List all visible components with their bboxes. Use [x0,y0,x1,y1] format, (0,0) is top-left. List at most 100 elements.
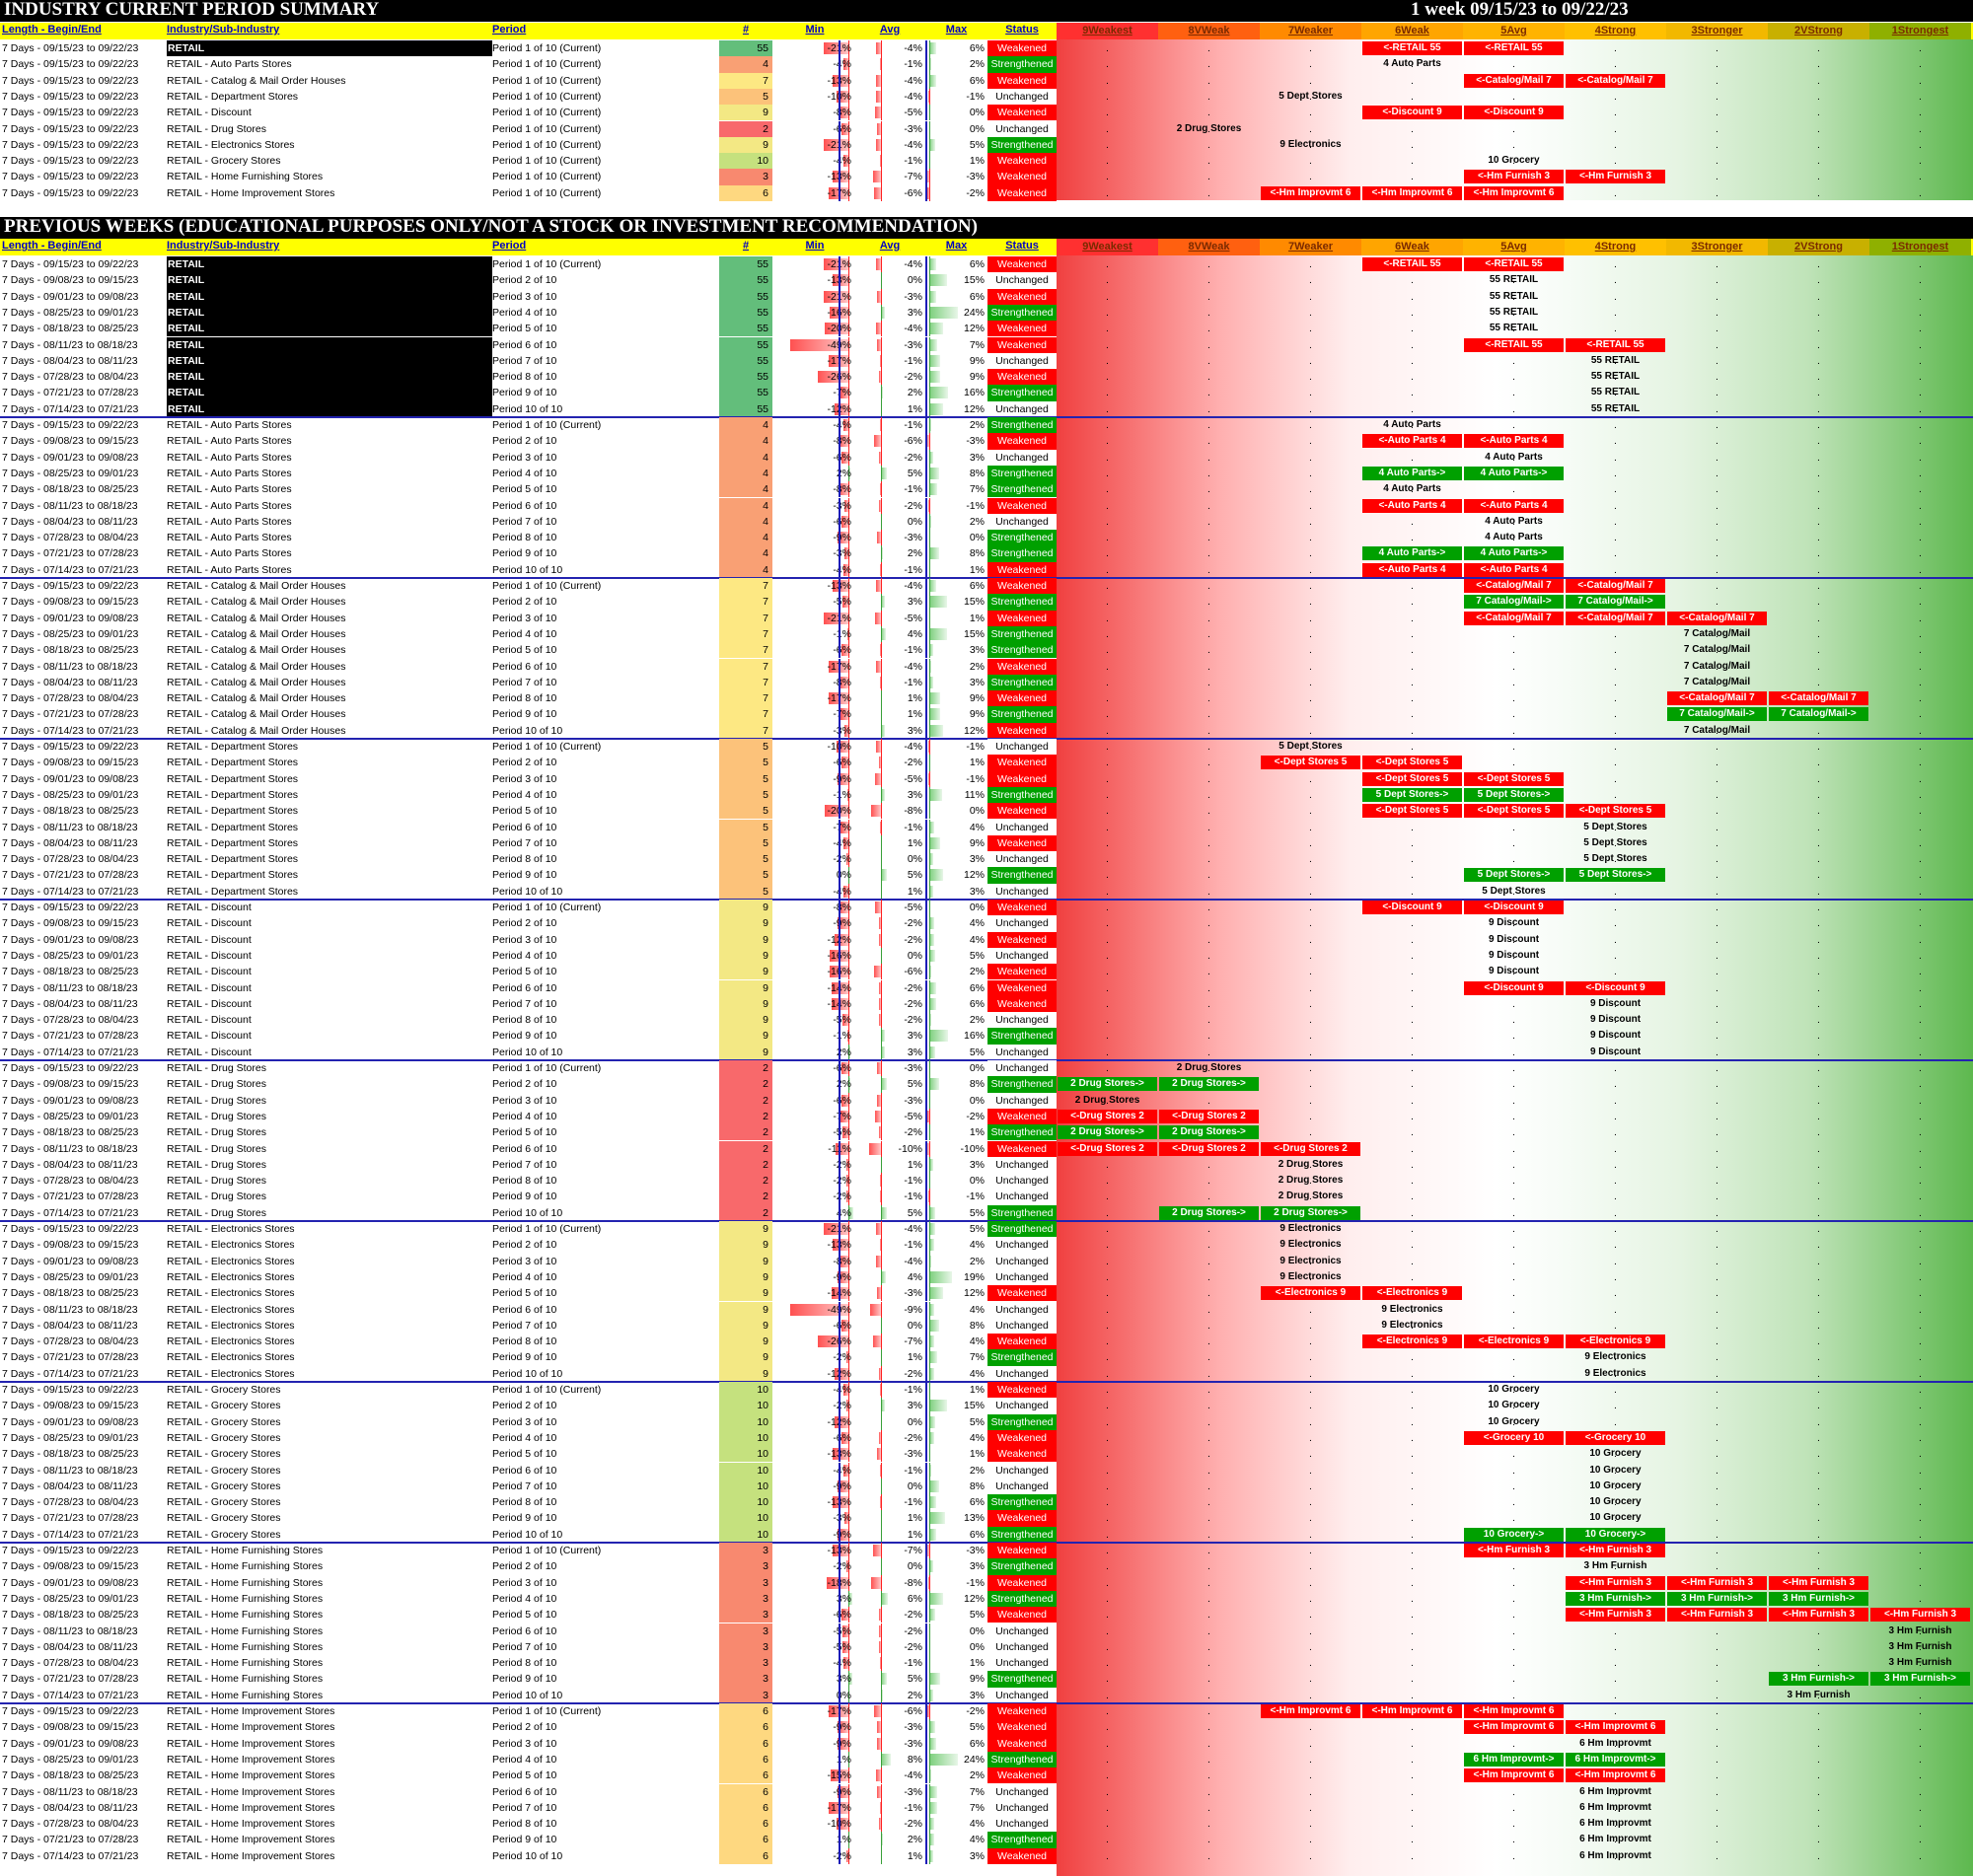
table-row: 7 Days - 08/25/23 to 09/01/23 RETAIL - El… [0,1268,1973,1286]
min-axis [848,56,849,73]
scale-dot: . [1919,1335,1922,1348]
avg-bar-cell [854,1640,925,1653]
row-length: 7 Days - 09/15/23 to 09/22/23 [2,741,139,753]
column-divider [839,120,840,137]
scale-label: <-Hm Improvmt 6 [1464,1720,1564,1735]
max-bar-cell [925,338,987,351]
avg-axis [881,136,882,154]
min-bar [839,902,848,913]
max-bar [929,402,944,415]
min-value: -4% [833,836,851,849]
scale-label: 10 Grocery [1488,1384,1540,1395]
scale-dot: . [1309,660,1312,673]
avg-bar [869,1142,881,1155]
column-divider [839,1108,840,1125]
scale-dot: . [1716,1046,1718,1058]
scale-dot: . [1919,1785,1922,1798]
row-industry: RETAIL - Auto Parts Stores [167,547,292,560]
min-bar [839,107,848,119]
min-bar [834,1415,848,1428]
min-bar-cell [775,1062,854,1074]
row-length: 7 Days - 09/01/23 to 09/08/23 [2,933,139,946]
avg-axis [881,1285,882,1302]
row-period: Period 2 of 10 [492,435,557,448]
max-value: 6% [969,42,985,54]
row-length: 7 Days - 08/04/23 to 08/11/23 [2,1640,138,1653]
max-bar [929,1849,933,1862]
min-value: -9% [833,1479,851,1492]
scale-label: 9 Electronics [1381,1319,1443,1331]
scale-dot: . [1716,499,1718,512]
column-divider [925,88,927,106]
header-scale-2vstrong: 2VStrong [1768,23,1869,39]
min-bar [846,1030,848,1043]
scale-dot: . [1817,1270,1820,1283]
table-row: 7 Days - 08/04/23 to 08/11/23 RETAIL - Di… [0,995,1973,1013]
row-count: 4 [719,465,772,482]
row-period: Period 7 of 10 [492,997,557,1010]
scale-dot: . [1817,596,1820,609]
scale-label: <-RETAIL 55 [1464,257,1564,271]
scale-dot: . [1919,1640,1922,1653]
scale-label: 9 Discount [1589,997,1642,1009]
column-divider [925,1687,927,1703]
table-row: 7 Days - 08/25/23 to 09/01/23 RETAIL - Ca… [0,625,1973,643]
row-status: Weakened [987,105,1057,121]
row-status: Unchanged [987,1638,1057,1656]
avg-bar-cell [854,741,925,753]
max-axis [929,1607,930,1623]
header-scale-3stronger: 3Stronger [1666,239,1768,255]
scale-dot: . [1919,1528,1922,1541]
scale-label: 2 Drug Stores-> [1159,1077,1259,1092]
scale-dot: . [1106,107,1109,119]
scale-label: 10 Grocery [1589,1512,1642,1524]
min-axis [848,1092,849,1109]
min-value: -21% [775,611,854,626]
column-divider [925,1365,927,1382]
avg-bar-cell [854,869,925,882]
row-period: Period 7 of 10 [492,1801,557,1814]
scale-label: 7 Catalog/Mail-> [1566,595,1665,610]
scale-label: <-Hm Furnish 3 [1566,170,1665,184]
scale-label: <-Grocery 10 [1566,1430,1665,1445]
min-bar-cell [775,1014,854,1027]
row-status: Unchanged [987,1462,1057,1479]
table-row: 7 Days - 08/11/23 to 08/18/23 RETAIL - De… [0,819,1973,835]
scale-dot: . [1207,563,1210,576]
max-bar-cell [925,419,987,431]
avg-bar [878,1818,881,1831]
avg-value: -5% [904,772,922,785]
row-period: Period 4 of 10 [492,1270,557,1283]
row-count: 55 [719,352,772,370]
column-divider [925,1204,927,1221]
scale-dot: . [1106,90,1109,103]
row-status: Unchanged [987,1478,1057,1495]
scale-dot: . [1309,1255,1312,1267]
scale-dot: . [1207,676,1210,688]
scale-dot: . [1919,1030,1922,1043]
table-row: 7 Days - 09/01/23 to 09/08/23 RETAIL - Ca… [0,610,1973,626]
scale-dot: . [1411,387,1414,399]
scale-dot: . [1106,515,1109,528]
table-row: 7 Days - 08/25/23 to 09/01/23 RETAIL - Ho… [0,1751,1973,1768]
scale-dot: . [1309,1400,1312,1412]
row-count: 3 [719,1543,772,1559]
header-max: Max [945,240,968,252]
row-length: 7 Days - 08/18/23 to 08/25/23 [2,966,139,978]
scale-dot: . [1716,741,1718,753]
row-status: Weakened [987,1543,1057,1559]
max-bar [929,371,940,384]
avg-value: 0% [907,949,922,962]
column-divider [925,153,927,170]
max-bar [929,1673,940,1686]
row-industry: RETAIL - Auto Parts Stores [167,451,292,464]
max-axis [929,1768,930,1784]
table-row: 7 Days - 09/15/23 to 09/22/23 RETAIL - Ho… [0,1543,1973,1559]
max-value: 3% [969,885,985,898]
avg-bar [877,532,881,544]
min-bar-cell [775,515,854,528]
scale-dot: . [1614,724,1617,737]
row-count: 2 [719,1204,772,1221]
scale-label: <-Catalog/Mail 7 [1464,73,1564,88]
scale-label: <-Auto Parts 4 [1362,562,1462,577]
